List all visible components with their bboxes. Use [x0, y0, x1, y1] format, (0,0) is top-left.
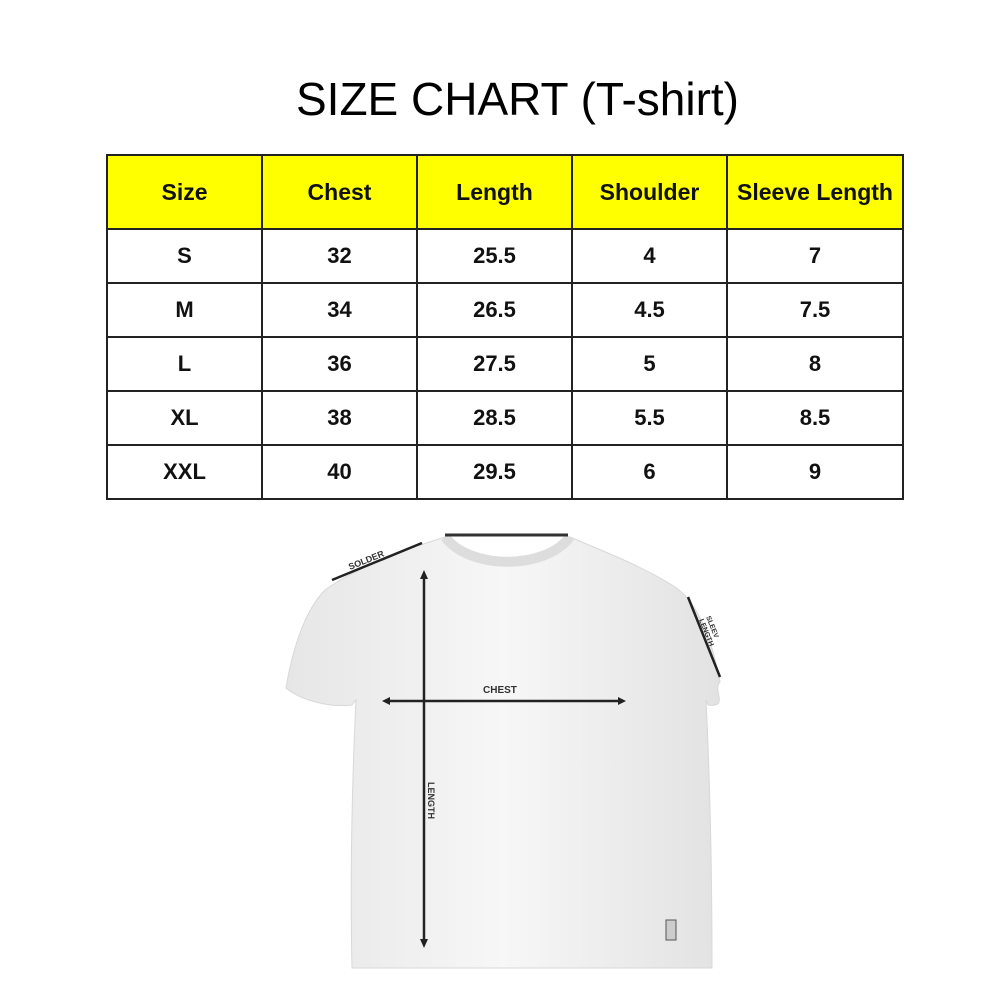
table-cell: 32	[261, 228, 418, 284]
table-header-row: Size Chest Length Shoulder Sleeve Length	[106, 154, 904, 230]
header-sleeve-length: Sleeve Length	[726, 154, 904, 230]
sleeve-line	[686, 596, 722, 678]
table-cell: 7	[726, 228, 904, 284]
table-cell: 29.5	[416, 444, 573, 500]
table-cell: L	[106, 336, 263, 392]
table-row: M 34 26.5 4.5 7.5	[106, 282, 904, 338]
collar	[441, 533, 574, 567]
table-cell: 8.5	[726, 390, 904, 446]
page-title: SIZE CHART (T-shirt)	[296, 73, 739, 125]
header-length: Length	[416, 154, 573, 230]
table-cell: 38	[261, 390, 418, 446]
header-shoulder: Shoulder	[571, 154, 728, 230]
table-row: XL 38 28.5 5.5 8.5	[106, 390, 904, 446]
tag-icon	[665, 919, 677, 941]
table-cell: 40	[261, 444, 418, 500]
table-row: L 36 27.5 5 8	[106, 336, 904, 392]
table-cell: 36	[261, 336, 418, 392]
table-cell: 4	[571, 228, 728, 284]
table-cell: 4.5	[571, 282, 728, 338]
table-cell: 9	[726, 444, 904, 500]
header-size: Size	[106, 154, 263, 230]
table-cell: XXL	[106, 444, 263, 500]
table-cell: M	[106, 282, 263, 338]
shoulder-line	[331, 541, 423, 582]
size-table: Size Chest Length Shoulder Sleeve Length…	[106, 154, 904, 500]
table-cell: 7.5	[726, 282, 904, 338]
table-cell: 25.5	[416, 228, 573, 284]
table-row: S 32 25.5 4 7	[106, 228, 904, 284]
table-cell: 26.5	[416, 282, 573, 338]
table-cell: 5	[571, 336, 728, 392]
table-cell: 5.5	[571, 390, 728, 446]
table-cell: 27.5	[416, 336, 573, 392]
table-cell: S	[106, 228, 263, 284]
table-cell: 6	[571, 444, 728, 500]
tshirt-body	[285, 536, 721, 969]
chest-label: CHEST	[483, 685, 517, 696]
table-cell: 28.5	[416, 390, 573, 446]
header-chest: Chest	[261, 154, 418, 230]
table-cell: 34	[261, 282, 418, 338]
table-cell: XL	[106, 390, 263, 446]
table-row: XXL 40 29.5 6 9	[106, 444, 904, 500]
table-cell: 8	[726, 336, 904, 392]
length-label: LENGTH	[426, 782, 436, 819]
